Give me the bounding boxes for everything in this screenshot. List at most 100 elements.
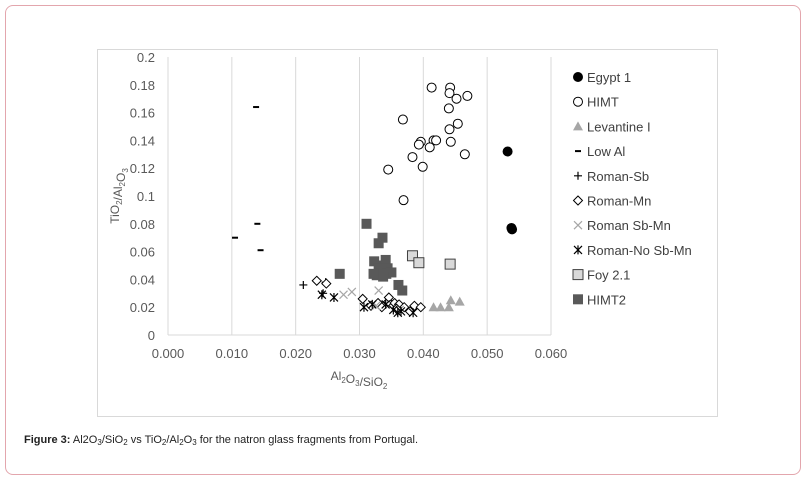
data-point — [373, 263, 384, 274]
data-points — [232, 82, 518, 318]
x-tick-label: 0.010 — [216, 346, 249, 361]
data-point — [431, 135, 442, 146]
x-tick-label: 0.000 — [152, 346, 185, 361]
legend-item: Low Al — [575, 144, 625, 159]
data-point — [367, 299, 377, 309]
legend-label: Roman-Sb — [587, 169, 649, 184]
data-point — [321, 278, 332, 289]
data-point — [444, 124, 455, 135]
legend: Egypt 1 HIMT Levantine I Low Al Roman-Sb Roma… — [572, 70, 692, 307]
data-point — [397, 114, 408, 125]
legend-marker — [573, 245, 583, 255]
data-point — [311, 275, 322, 286]
series-himt — [383, 82, 473, 206]
data-point — [443, 103, 454, 114]
x-axis-title: Al2O3/SiO2 — [331, 369, 388, 391]
data-point — [426, 82, 437, 93]
data-point — [381, 299, 391, 309]
figure-frame — [5, 5, 801, 475]
y-tick-label: 0.12 — [130, 161, 155, 176]
legend-item: HIMT — [573, 95, 619, 110]
data-point — [339, 290, 348, 300]
data-point — [334, 268, 345, 279]
y-tick-label: 0.16 — [130, 106, 155, 121]
data-point — [397, 285, 408, 296]
data-point — [459, 149, 470, 160]
series-roman-no-sb-mn — [317, 290, 418, 318]
data-point — [393, 279, 404, 290]
data-point — [388, 305, 398, 315]
legend-label: Roman-Mn — [587, 194, 651, 209]
data-point — [369, 256, 380, 267]
data-point — [444, 258, 456, 270]
data-point — [424, 142, 435, 153]
data-point — [299, 280, 308, 289]
data-point — [347, 287, 357, 297]
x-tick-label: 0.040 — [407, 346, 440, 361]
y-tick-label: 0.18 — [130, 78, 155, 93]
legend-label: Foy 2.1 — [587, 268, 630, 283]
data-point — [507, 224, 518, 235]
data-point — [383, 164, 394, 175]
legend-marker — [573, 72, 583, 82]
data-point — [317, 290, 327, 300]
legend-item: Egypt 1 — [573, 70, 631, 85]
data-point — [428, 302, 439, 312]
legend-label: HIMT — [587, 95, 619, 110]
data-point — [357, 293, 368, 305]
y-axis-title: TiO2/Al2O3 — [108, 168, 130, 224]
legend-marker — [574, 171, 582, 180]
data-point — [361, 218, 372, 229]
y-tick-labels: 0 0.02 0.04 0.06 0.08 0.1 0.12 0.14 0.16 0.18 0.2 — [130, 50, 155, 343]
data-point — [502, 146, 513, 157]
x-tick-labels: 0.000 0.010 0.020 0.030 0.040 0.050 0.060 — [152, 346, 568, 361]
legend-label: HIMT2 — [587, 292, 626, 307]
x-tick-label: 0.030 — [343, 346, 376, 361]
legend-label: Low Al — [587, 144, 625, 159]
y-tick-label: 0.02 — [130, 300, 155, 315]
y-tick-label: 0.06 — [130, 245, 155, 260]
legend-marker — [573, 220, 583, 230]
series-himt2 — [334, 218, 408, 296]
data-point — [454, 296, 465, 306]
legend-item: Roman Sb-Mn — [573, 218, 671, 233]
data-point — [378, 271, 389, 282]
x-tick-label: 0.060 — [535, 346, 568, 361]
data-point — [413, 139, 424, 150]
x-tick-label: 0.020 — [279, 346, 312, 361]
data-point — [374, 286, 384, 295]
chart-area — [97, 49, 718, 417]
legend-label: Levantine I — [587, 119, 651, 134]
legend-label: Roman-No Sb-Mn — [587, 243, 692, 258]
data-point — [368, 268, 379, 279]
data-point — [386, 267, 397, 278]
data-point — [396, 306, 406, 316]
legend-item: Roman-Mn — [572, 194, 651, 209]
y-tick-label: 0 — [148, 328, 155, 343]
series-egypt-1 — [502, 146, 518, 235]
legend-item: Roman-No Sb-Mn — [573, 243, 692, 258]
legend-marker — [572, 195, 584, 206]
caption-label: Figure 3: — [24, 434, 71, 446]
series-foy-2-1 — [406, 250, 456, 270]
legend-marker — [573, 121, 583, 131]
data-point — [398, 301, 410, 313]
y-tick-label: 0.14 — [130, 133, 155, 148]
series-low-al — [232, 106, 264, 252]
series-roman-mn — [311, 275, 426, 317]
data-point — [445, 295, 456, 305]
data-point — [398, 195, 409, 206]
data-point — [408, 308, 418, 318]
data-point — [409, 300, 420, 312]
legend-label: Egypt 1 — [587, 70, 631, 85]
data-point — [407, 152, 418, 163]
legend-item: HIMT2 — [573, 292, 626, 307]
data-point — [417, 161, 428, 172]
data-point — [373, 238, 384, 249]
legend-marker — [573, 96, 583, 107]
data-point — [435, 302, 446, 312]
data-point — [359, 302, 369, 312]
y-tick-label: 0.04 — [130, 272, 155, 287]
data-point — [451, 93, 462, 104]
